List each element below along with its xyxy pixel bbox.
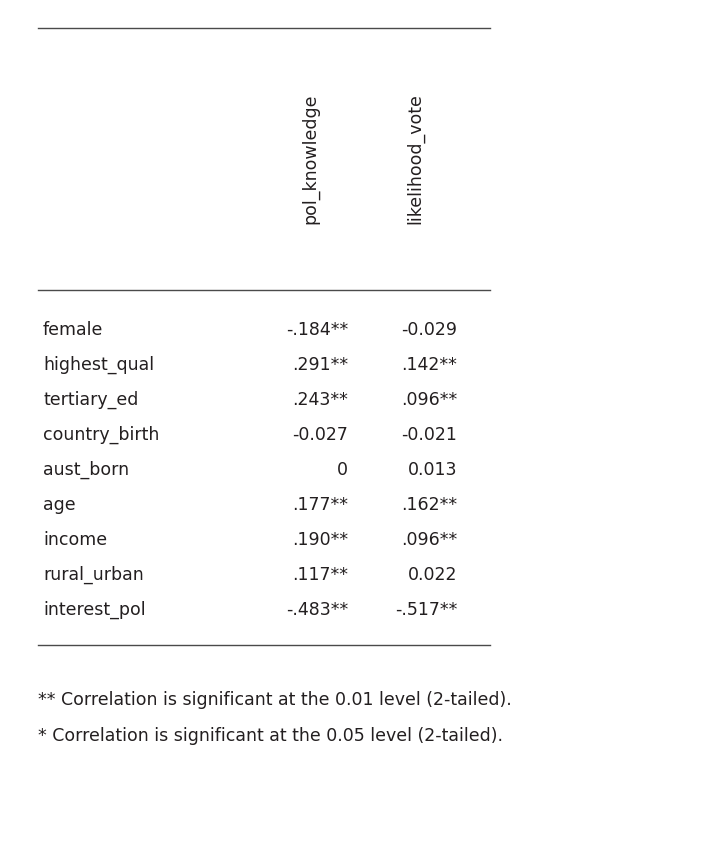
Text: 0.022: 0.022 bbox=[407, 566, 457, 584]
Text: 0.013: 0.013 bbox=[407, 461, 457, 479]
Text: aust_born: aust_born bbox=[43, 461, 129, 479]
Text: pol_knowledge: pol_knowledge bbox=[301, 93, 319, 224]
Text: .291**: .291** bbox=[292, 356, 348, 374]
Text: -.517**: -.517** bbox=[395, 601, 457, 619]
Text: income: income bbox=[43, 531, 107, 549]
Text: country_birth: country_birth bbox=[43, 426, 159, 444]
Text: -0.029: -0.029 bbox=[401, 321, 457, 339]
Text: .190**: .190** bbox=[292, 531, 348, 549]
Text: 0: 0 bbox=[337, 461, 348, 479]
Text: tertiary_ed: tertiary_ed bbox=[43, 391, 139, 409]
Text: -.184**: -.184** bbox=[286, 321, 348, 339]
Text: female: female bbox=[43, 321, 103, 339]
Text: .243**: .243** bbox=[292, 391, 348, 409]
Text: likelihood_vote: likelihood_vote bbox=[406, 93, 424, 224]
Text: .096**: .096** bbox=[401, 391, 457, 409]
Text: .177**: .177** bbox=[292, 496, 348, 514]
Text: highest_qual: highest_qual bbox=[43, 356, 154, 374]
Text: .117**: .117** bbox=[292, 566, 348, 584]
Text: -.483**: -.483** bbox=[286, 601, 348, 619]
Text: ** Correlation is significant at the 0.01 level (2-tailed).: ** Correlation is significant at the 0.0… bbox=[38, 691, 512, 709]
Text: .096**: .096** bbox=[401, 531, 457, 549]
Text: .162**: .162** bbox=[401, 496, 457, 514]
Text: -0.021: -0.021 bbox=[401, 426, 457, 444]
Text: .142**: .142** bbox=[401, 356, 457, 374]
Text: rural_urban: rural_urban bbox=[43, 566, 144, 584]
Text: interest_pol: interest_pol bbox=[43, 601, 146, 619]
Text: * Correlation is significant at the 0.05 level (2-tailed).: * Correlation is significant at the 0.05… bbox=[38, 727, 503, 745]
Text: age: age bbox=[43, 496, 75, 514]
Text: -0.027: -0.027 bbox=[292, 426, 348, 444]
